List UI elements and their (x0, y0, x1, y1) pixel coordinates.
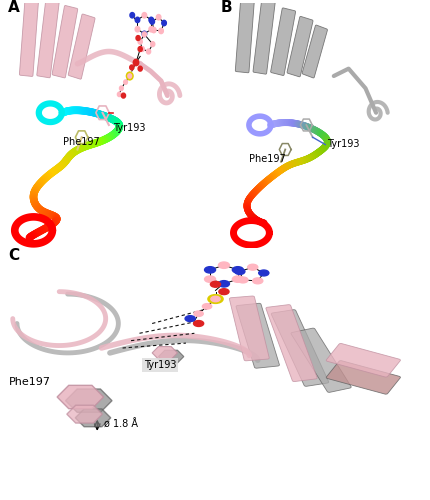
Circle shape (204, 276, 215, 282)
FancyBboxPatch shape (236, 304, 279, 368)
FancyBboxPatch shape (326, 344, 399, 377)
Circle shape (207, 294, 223, 304)
Circle shape (135, 26, 139, 32)
Text: Tyr193: Tyr193 (327, 139, 359, 149)
Circle shape (202, 304, 211, 309)
Circle shape (138, 40, 142, 44)
Circle shape (156, 14, 160, 20)
Polygon shape (67, 405, 102, 423)
FancyBboxPatch shape (290, 328, 350, 392)
Circle shape (247, 264, 257, 270)
Circle shape (126, 72, 133, 80)
Circle shape (218, 288, 228, 294)
Text: B: B (220, 0, 232, 16)
Circle shape (150, 42, 154, 46)
Circle shape (140, 46, 144, 52)
Circle shape (142, 32, 146, 37)
Circle shape (210, 282, 220, 287)
Circle shape (210, 296, 220, 302)
Circle shape (128, 74, 131, 78)
Circle shape (133, 60, 138, 66)
Circle shape (161, 20, 166, 25)
Circle shape (129, 12, 134, 18)
FancyBboxPatch shape (52, 6, 77, 78)
FancyBboxPatch shape (301, 25, 327, 78)
Text: ø 1.8 Å: ø 1.8 Å (103, 420, 137, 430)
Text: A: A (7, 0, 19, 16)
Circle shape (121, 93, 125, 98)
Circle shape (146, 49, 150, 54)
FancyBboxPatch shape (265, 304, 316, 382)
Circle shape (232, 276, 243, 282)
Text: Tyr193: Tyr193 (113, 123, 145, 133)
Circle shape (142, 31, 146, 36)
Circle shape (136, 36, 140, 41)
Circle shape (119, 86, 123, 90)
Circle shape (204, 266, 215, 273)
Circle shape (252, 278, 262, 284)
FancyBboxPatch shape (19, 0, 39, 76)
Circle shape (138, 46, 142, 52)
Text: Tyr193: Tyr193 (143, 360, 176, 370)
FancyBboxPatch shape (235, 0, 254, 73)
Circle shape (150, 19, 154, 24)
Circle shape (149, 26, 153, 32)
Text: C: C (9, 248, 20, 263)
Text: Phe197: Phe197 (9, 377, 50, 387)
FancyBboxPatch shape (229, 296, 269, 361)
Circle shape (184, 316, 195, 322)
Circle shape (234, 268, 244, 274)
Circle shape (194, 311, 203, 316)
FancyBboxPatch shape (252, 0, 275, 74)
Polygon shape (158, 350, 184, 363)
Circle shape (142, 12, 146, 18)
Text: Phe197: Phe197 (63, 136, 99, 146)
FancyBboxPatch shape (68, 14, 95, 79)
Circle shape (237, 277, 247, 283)
FancyBboxPatch shape (270, 310, 328, 386)
Polygon shape (57, 386, 103, 408)
Circle shape (135, 17, 139, 22)
FancyBboxPatch shape (270, 8, 295, 76)
Circle shape (218, 262, 229, 268)
Polygon shape (152, 346, 177, 360)
Polygon shape (75, 409, 111, 426)
FancyBboxPatch shape (286, 16, 312, 77)
Polygon shape (65, 389, 112, 412)
Circle shape (193, 320, 203, 326)
Circle shape (258, 270, 268, 276)
Circle shape (149, 17, 153, 22)
Circle shape (123, 80, 127, 84)
FancyBboxPatch shape (37, 0, 59, 78)
Circle shape (138, 66, 142, 71)
Circle shape (151, 28, 156, 32)
Circle shape (117, 92, 121, 96)
Circle shape (158, 28, 163, 34)
Circle shape (232, 266, 243, 273)
Text: Phe197: Phe197 (249, 154, 286, 164)
Circle shape (218, 280, 229, 287)
FancyBboxPatch shape (326, 360, 399, 394)
Circle shape (129, 65, 134, 70)
